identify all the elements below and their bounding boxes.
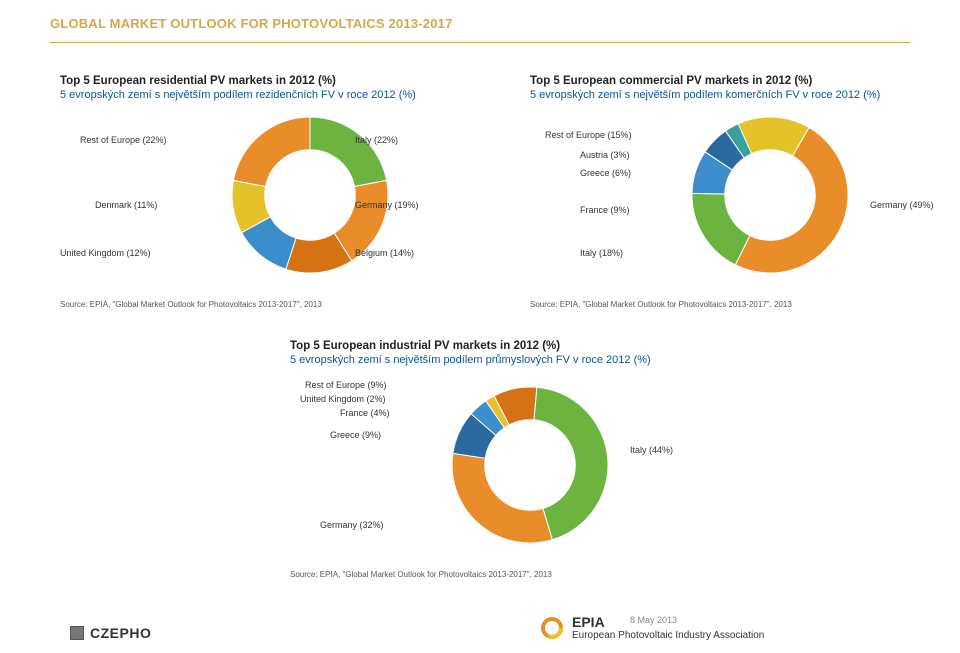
title-underline bbox=[50, 42, 910, 43]
epia-sub-text: European Photovoltaic Industry Associati… bbox=[572, 630, 764, 641]
industrial-title: Top 5 European industrial PV markets in … bbox=[290, 340, 710, 352]
ind-label-italy: Italy (44%) bbox=[630, 445, 673, 455]
commercial-donut bbox=[690, 115, 850, 275]
res-label-uk: United Kingdom (12%) bbox=[60, 248, 151, 258]
residential-subtitle: 5 evropských zemí s největším podílem re… bbox=[60, 89, 460, 101]
donut-slice bbox=[310, 117, 387, 187]
com-label-greece: Greece (6%) bbox=[580, 168, 631, 178]
residential-section: Top 5 European residential PV markets in… bbox=[60, 75, 460, 101]
industrial-section: Top 5 European industrial PV markets in … bbox=[290, 340, 710, 366]
com-label-germany: Germany (49%) bbox=[870, 200, 934, 210]
ind-label-rest: Rest of Europe (9%) bbox=[305, 380, 387, 390]
com-label-austria: Austria (3%) bbox=[580, 150, 630, 160]
commercial-section: Top 5 European commercial PV markets in … bbox=[530, 75, 930, 101]
czepho-text: CZEPHO bbox=[90, 625, 151, 641]
ind-label-germany: Germany (32%) bbox=[320, 520, 384, 530]
epia-logo: EPIA European Photovoltaic Industry Asso… bbox=[540, 614, 764, 641]
ind-label-greece: Greece (9%) bbox=[330, 430, 381, 440]
com-label-france: France (9%) bbox=[580, 205, 630, 215]
res-label-italy: Italy (22%) bbox=[355, 135, 398, 145]
epia-main-text: EPIA bbox=[572, 614, 764, 630]
epia-ring-icon bbox=[540, 616, 564, 640]
industrial-donut bbox=[450, 385, 610, 545]
donut-slice bbox=[233, 117, 310, 187]
czepho-square-icon bbox=[70, 626, 84, 640]
res-label-rest: Rest of Europe (22%) bbox=[80, 135, 167, 145]
donut-slice bbox=[452, 453, 552, 543]
residential-source: Source: EPIA, "Global Market Outlook for… bbox=[60, 300, 322, 309]
res-label-germany: Germany (19%) bbox=[355, 200, 419, 210]
res-label-denmark: Denmark (11%) bbox=[95, 200, 157, 210]
com-label-rest: Rest of Europe (15%) bbox=[545, 130, 632, 140]
industrial-subtitle: 5 evropských zemí s největším podílem pr… bbox=[290, 354, 710, 366]
czepho-logo: CZEPHO bbox=[70, 625, 151, 641]
commercial-source: Source: EPIA, "Global Market Outlook for… bbox=[530, 300, 792, 309]
res-label-belgium: Belgium (14%) bbox=[355, 248, 414, 258]
industrial-source: Source: EPIA, "Global Market Outlook for… bbox=[290, 570, 552, 579]
page-title: GLOBAL MARKET OUTLOOK FOR PHOTOVOLTAICS … bbox=[50, 16, 453, 31]
ind-label-uk: United Kingdom (2%) bbox=[300, 394, 386, 404]
com-label-italy: Italy (18%) bbox=[580, 248, 623, 258]
commercial-subtitle: 5 evropských zemí s největším podílem ko… bbox=[530, 89, 930, 101]
ind-label-france: France (4%) bbox=[340, 408, 390, 418]
residential-title: Top 5 European residential PV markets in… bbox=[60, 75, 460, 87]
commercial-title: Top 5 European commercial PV markets in … bbox=[530, 75, 930, 87]
